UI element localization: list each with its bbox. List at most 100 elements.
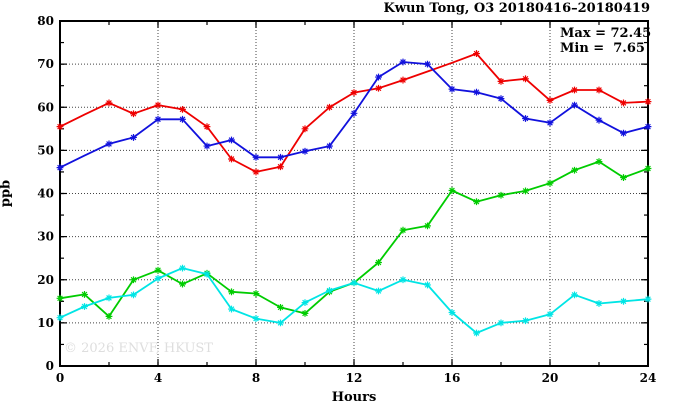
max-value-label: Max = 72.45 <box>560 26 652 41</box>
series-green-marker <box>375 259 382 266</box>
series-red-marker <box>277 163 284 171</box>
series-green-marker <box>154 266 162 274</box>
series-green-marker <box>522 187 529 195</box>
series-blue-marker <box>228 136 235 144</box>
series-cyan-marker <box>522 317 529 325</box>
x-tick-label: 8 <box>252 371 260 385</box>
y-tick-label: 80 <box>37 14 54 28</box>
series-green-marker <box>448 187 456 194</box>
series-cyan-marker <box>154 275 162 282</box>
y-tick-label: 10 <box>37 316 54 330</box>
series-blue-marker <box>301 147 309 155</box>
series-blue-marker <box>130 134 137 141</box>
series-cyan-marker <box>375 287 382 295</box>
plot-border <box>59 20 649 367</box>
series-blue-marker <box>644 123 652 131</box>
series-cyan-marker <box>497 319 505 327</box>
series-green-marker <box>424 222 431 230</box>
y-tick-label: 30 <box>37 230 54 244</box>
series-green-marker <box>105 313 113 320</box>
series-cyan-marker <box>399 276 407 284</box>
y-tick-label: 20 <box>37 273 54 287</box>
y-tick-label: 70 <box>37 57 54 71</box>
series-red-marker <box>154 101 162 109</box>
series-green-marker <box>228 288 235 296</box>
y-axis-title: ppb <box>0 179 14 208</box>
series-cyan-marker <box>301 299 309 307</box>
x-tick-label: 16 <box>444 371 461 385</box>
series-red-marker <box>571 86 578 94</box>
series-blue-marker <box>448 85 456 93</box>
series-cyan-marker <box>326 287 333 294</box>
series-red-marker <box>375 84 382 92</box>
series-cyan-marker <box>130 291 137 299</box>
series-blue-marker <box>595 116 603 124</box>
y-tick-label: 50 <box>37 143 54 157</box>
series-cyan-marker <box>571 291 578 299</box>
series-cyan-marker <box>644 295 652 303</box>
max-min-annotation: Max = 72.45 Min = 7.65 <box>560 26 651 56</box>
series-green-line <box>59 160 649 318</box>
series-blue-marker <box>105 140 113 148</box>
series-red-marker <box>595 86 603 94</box>
series-cyan-marker <box>228 305 235 313</box>
series-red-marker <box>179 106 186 113</box>
series-red-marker <box>326 103 333 111</box>
series-blue-marker <box>473 88 480 96</box>
series-blue-marker <box>326 142 333 150</box>
series-red-marker <box>252 168 260 176</box>
series-green-marker <box>130 276 137 284</box>
series-red-marker <box>473 50 480 57</box>
series-green-marker <box>546 179 554 187</box>
series-cyan-marker <box>546 310 554 318</box>
series-green-marker <box>620 174 627 181</box>
series-cyan-marker <box>105 294 113 302</box>
y-tick-label: 0 <box>46 359 54 373</box>
series-green-marker <box>497 191 505 199</box>
series-blue-marker <box>154 115 162 123</box>
x-tick-label: 0 <box>56 371 64 385</box>
series-green-marker <box>644 165 652 172</box>
min-value-label: Min = 7.65 <box>560 41 645 56</box>
series-red-marker <box>546 96 554 104</box>
series-red-marker <box>203 123 211 131</box>
series-blue-marker <box>277 153 284 161</box>
series-cyan-marker <box>81 303 88 310</box>
x-axis-title: Hours <box>331 390 377 405</box>
series-blue-marker <box>571 101 578 109</box>
series-green-marker <box>277 303 284 311</box>
series-cyan-marker <box>473 329 480 337</box>
series-green-marker <box>473 198 480 206</box>
series-blue-marker <box>620 129 627 137</box>
x-tick-label: 4 <box>154 371 162 385</box>
series-red-marker <box>228 155 235 163</box>
watermark: © 2026 ENVF, HKUST <box>64 341 213 356</box>
x-tick-label: 20 <box>542 371 559 385</box>
series-cyan-marker <box>595 300 603 307</box>
series-green-marker <box>56 294 64 302</box>
y-tick-label: 60 <box>37 100 54 114</box>
series-green-marker <box>301 309 309 317</box>
series-cyan-marker <box>179 264 186 272</box>
chart-title: Kwun Tong, O3 20180416–20180419 <box>383 1 651 16</box>
y-tick-label: 40 <box>37 187 54 201</box>
series-red-marker <box>644 98 652 106</box>
series-blue-marker <box>252 153 260 161</box>
series-cyan-marker <box>56 314 64 322</box>
series-cyan-marker <box>203 270 211 278</box>
series-green-marker <box>252 290 260 297</box>
series-red-marker <box>56 123 64 131</box>
x-tick-label: 24 <box>640 371 657 385</box>
series-blue-marker <box>375 73 382 81</box>
series-blue-marker <box>424 60 431 68</box>
series-red-marker <box>522 75 529 83</box>
series-green-marker <box>399 226 407 234</box>
series-cyan-marker <box>350 279 358 287</box>
series-blue-marker <box>56 164 64 172</box>
series-blue-marker <box>522 115 529 122</box>
series-green-marker <box>81 291 88 298</box>
series-blue-marker <box>203 142 211 150</box>
series-red-marker <box>105 99 113 107</box>
